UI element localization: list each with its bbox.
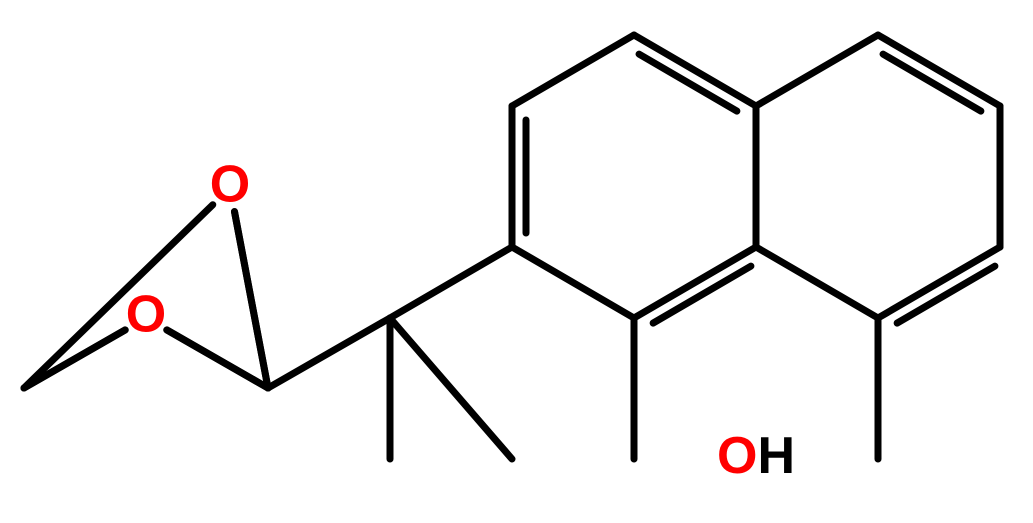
o-atom-label: OH — [717, 427, 795, 485]
o-atom-label: O — [210, 156, 250, 214]
o-atom-label: O — [126, 286, 166, 344]
molecule-diagram: O O OH — [0, 0, 1033, 523]
